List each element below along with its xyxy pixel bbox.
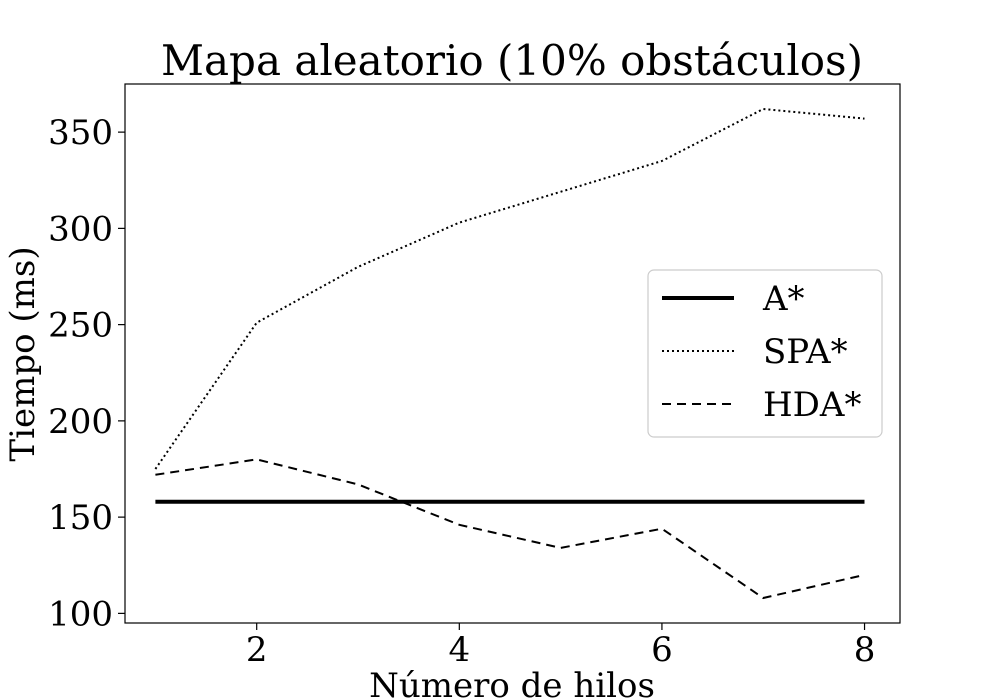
- series-line-spa-star: [154, 107, 865, 470]
- plot-frame: [124, 83, 901, 624]
- x-tick-label: 4: [448, 630, 470, 670]
- legend: A* SPA* HDA*: [647, 269, 883, 438]
- y-tick-label: 350: [48, 113, 113, 153]
- x-tick-label: 8: [854, 630, 876, 670]
- series-layer: [154, 107, 865, 600]
- chart-title: Mapa aleatorio (10% obstáculos): [161, 36, 863, 85]
- y-tick-label: 200: [48, 402, 113, 442]
- x-axis-label: Número de hilos: [369, 666, 655, 700]
- y-tick-label: 100: [48, 594, 113, 634]
- y-tick-label: 250: [48, 306, 113, 346]
- series-line-hda-star: [155, 458, 865, 600]
- legend-label-a-star: A*: [762, 279, 805, 319]
- x-tick-label: 6: [651, 630, 673, 670]
- y-tick-label: 300: [48, 209, 113, 249]
- y-tick-label: 150: [48, 498, 113, 538]
- y-axis-label: Tiempo (ms): [3, 246, 43, 461]
- legend-label-hda-star: HDA*: [763, 385, 861, 425]
- x-tick-label: 2: [246, 630, 268, 670]
- ticks-layer: 2 4 6 8 100 150 200 250 300 350: [48, 113, 875, 670]
- legend-box: [647, 269, 883, 438]
- legend-label-spa-star: SPA*: [763, 332, 848, 372]
